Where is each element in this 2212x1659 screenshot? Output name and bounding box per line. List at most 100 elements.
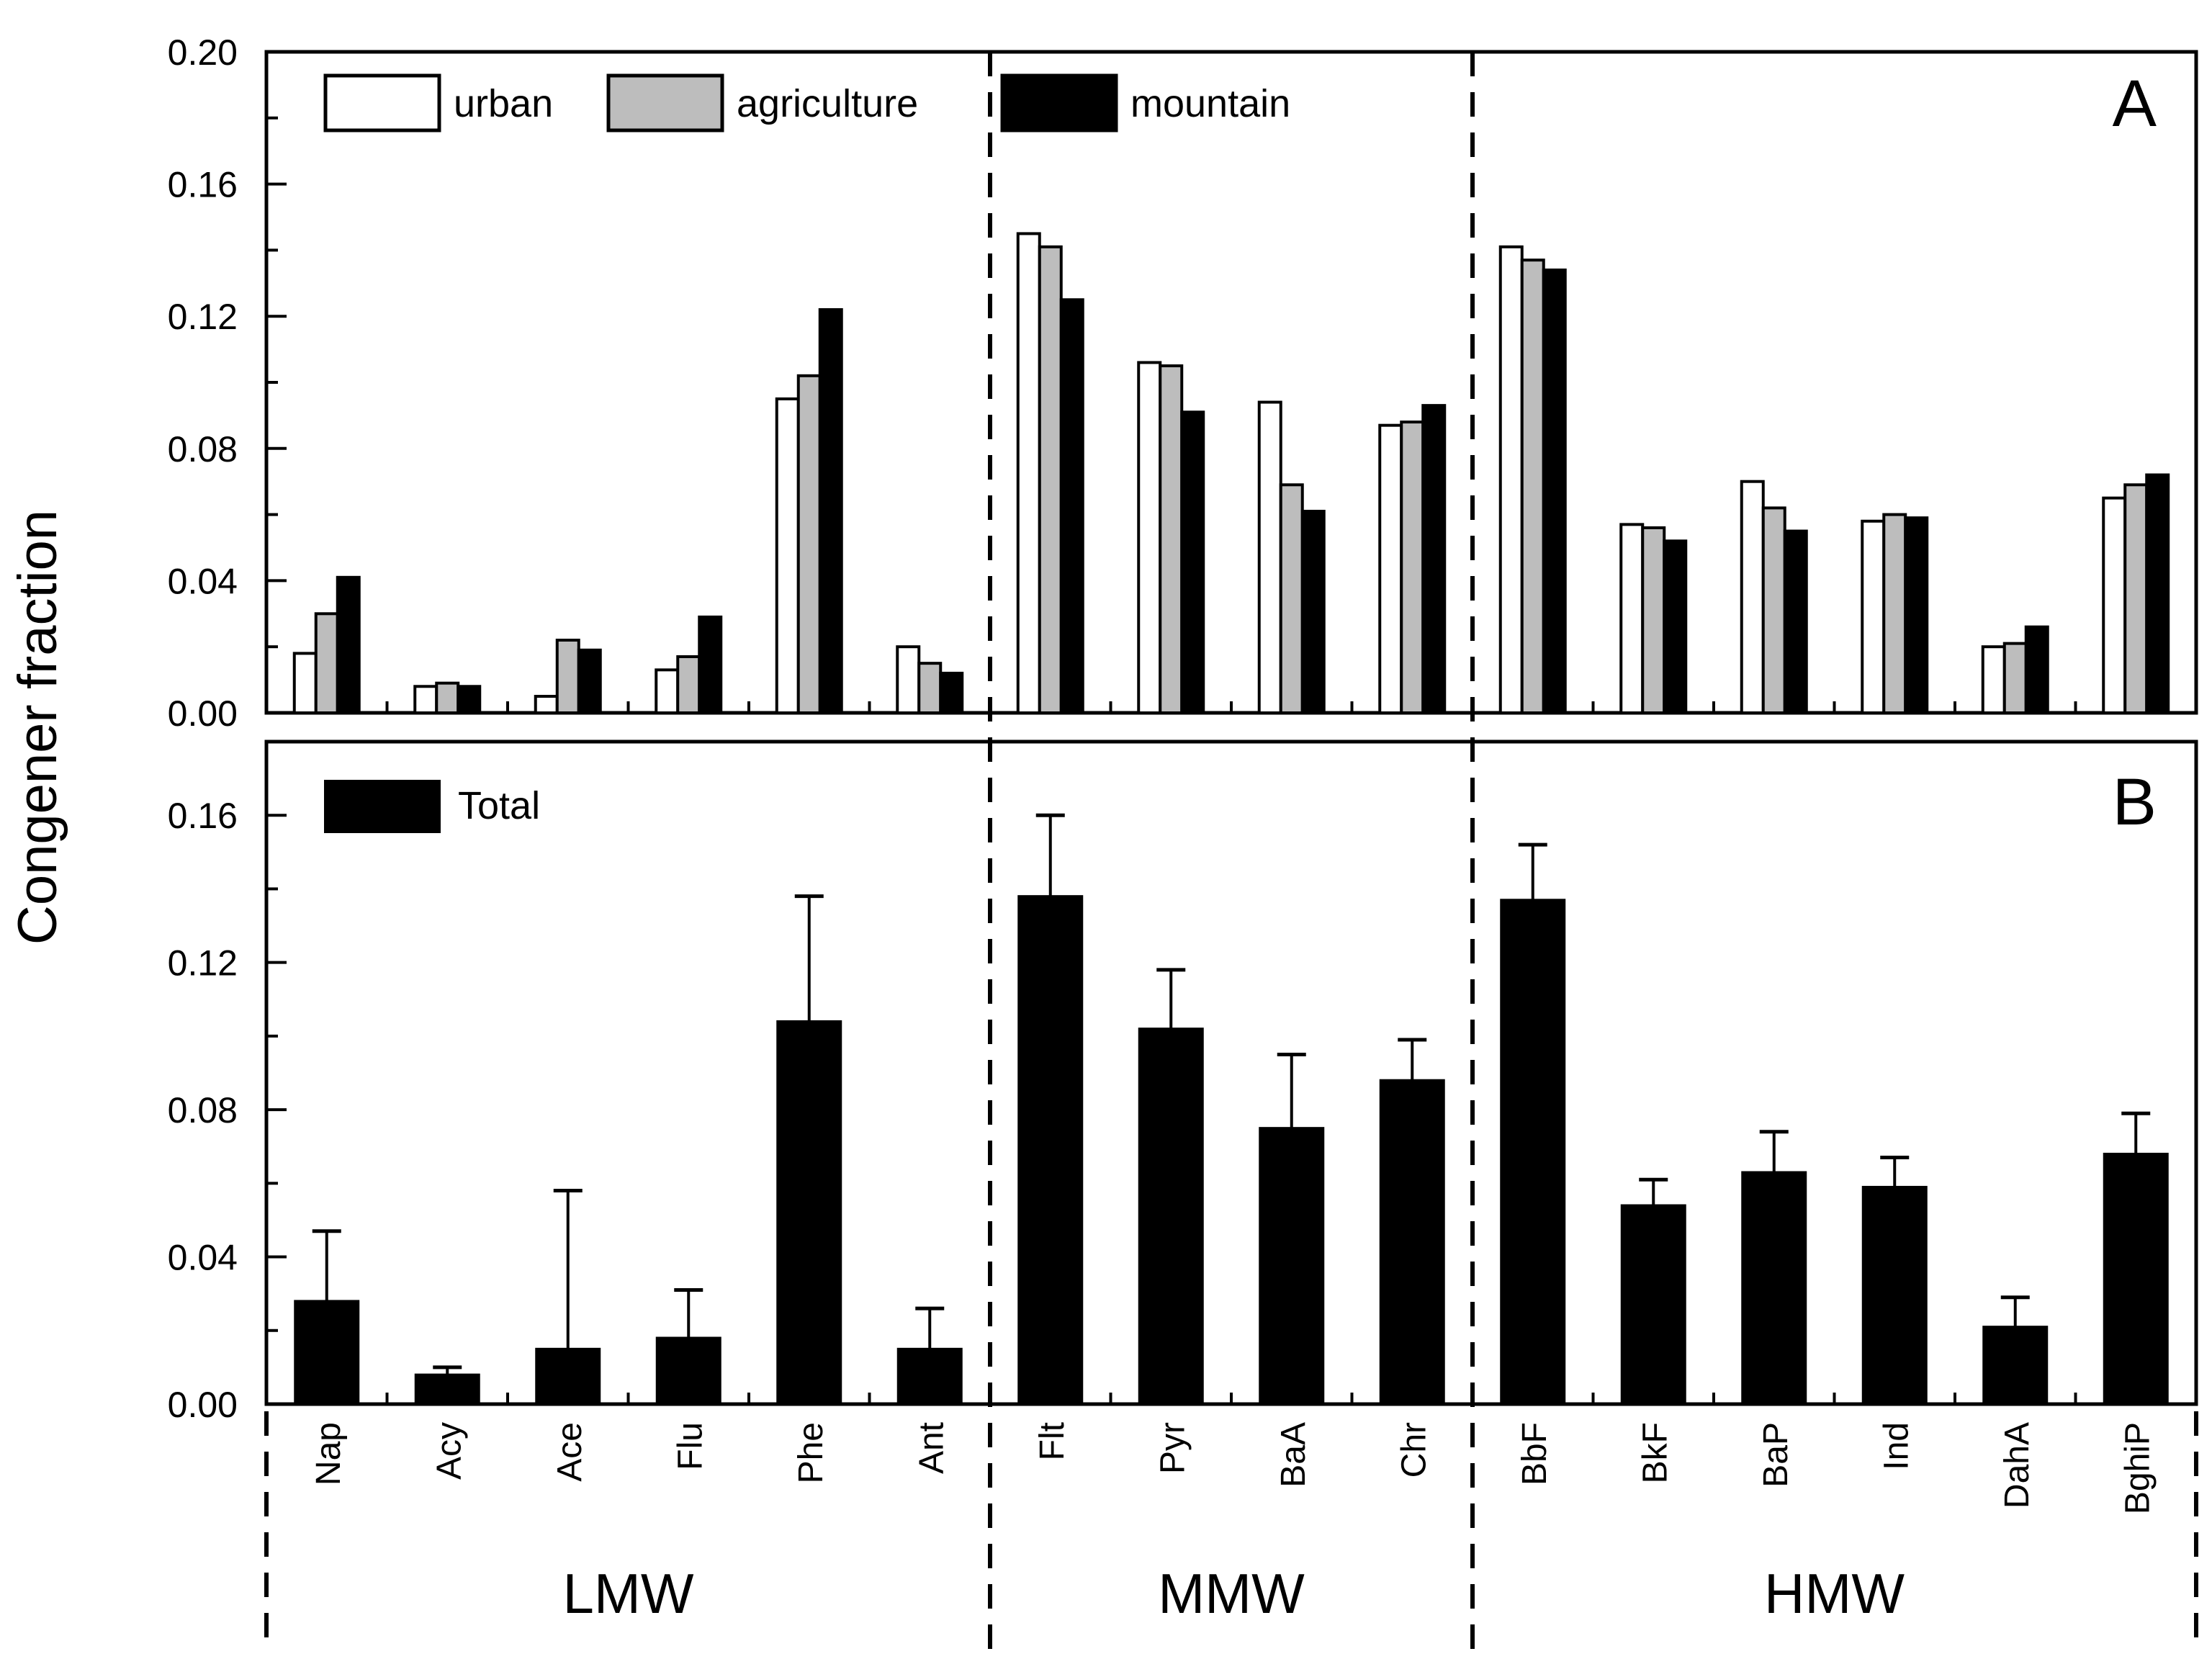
bar-total-Ant (896, 1347, 963, 1406)
category-label-BaA: BaA (1274, 1422, 1313, 1488)
bar-agriculture-Ace (555, 639, 580, 715)
bar-total-Flt (1017, 895, 1084, 1406)
bar-agriculture-Flu (676, 655, 701, 714)
legend-label-total: Total (458, 784, 540, 827)
bar-urban-Flu (655, 668, 680, 715)
panel-b-ytick-label: 0.08 (168, 1090, 238, 1130)
bar-mountain-Acy (457, 685, 482, 715)
bar-urban-BaP (1740, 480, 1765, 714)
legend-label-agriculture: agriculture (737, 82, 918, 125)
bar-total-Ind (1861, 1185, 1928, 1406)
legend-label-urban: urban (454, 82, 553, 125)
panel-b-label: B (2113, 765, 2157, 839)
bar-mountain-BkF (1663, 539, 1688, 714)
panel-b-ytick-label: 0.00 (168, 1385, 238, 1425)
bar-urban-Pyr (1137, 361, 1162, 714)
x-axis: Nap Acy Ace Flu Phe Ant Flt Pyr BaA Chr BbF BkF BaP I… (310, 1422, 2157, 1625)
bar-mountain-Chr (1421, 404, 1447, 714)
bar-mountain-BbF (1542, 268, 1567, 714)
category-label-Acy: Acy (430, 1422, 468, 1480)
bar-urban-BghiP (2102, 496, 2127, 715)
y-axis-label: Congener fraction (7, 510, 68, 945)
bar-mountain-BaA (1300, 510, 1326, 714)
bar-agriculture-Chr (1400, 421, 1425, 715)
legend-swatch-urban (323, 73, 441, 132)
legend-label-mountain: mountain (1130, 82, 1290, 125)
bar-urban-Ace (534, 695, 559, 714)
group-label-LMW: LMW (563, 1562, 694, 1625)
category-label-Flu: Flu (671, 1422, 709, 1470)
category-label-Phe: Phe (792, 1422, 830, 1483)
bar-agriculture-BaA (1279, 483, 1304, 714)
category-label-Chr: Chr (1395, 1422, 1433, 1478)
bar-urban-Ant (896, 645, 921, 715)
bar-total-DahA (1982, 1326, 2049, 1406)
group-label-HMW: HMW (1764, 1562, 1905, 1625)
bar-agriculture-BbF (1520, 258, 1545, 715)
bar-mountain-BaP (1783, 529, 1808, 714)
category-label-Nap: Nap (310, 1422, 348, 1485)
panel-a-ytick-label: 0.08 (168, 429, 238, 469)
panel-a-ytick-label: 0.20 (168, 32, 238, 73)
panel-a-ytick-label: 0.04 (168, 561, 238, 601)
bar-total-Ace (535, 1347, 601, 1406)
bar-mountain-DahA (2024, 625, 2049, 714)
bar-urban-Ind (1861, 519, 1886, 715)
legend-swatch-agriculture (606, 73, 724, 132)
bar-mountain-Pyr (1180, 410, 1205, 714)
bar-total-Acy (414, 1373, 480, 1406)
bar-total-Phe (776, 1020, 842, 1406)
bar-urban-Acy (413, 685, 439, 715)
panel-a-ytick-label: 0.12 (168, 297, 238, 337)
bar-mountain-Nap (336, 575, 361, 714)
bar-agriculture-DahA (2002, 642, 2028, 714)
legend-swatch-mountain (1000, 73, 1118, 132)
bar-agriculture-Ind (1882, 513, 1907, 714)
bar-total-BaA (1259, 1127, 1325, 1406)
group-dividers (264, 52, 2198, 1653)
bar-total-BghiP (2103, 1152, 2169, 1406)
category-label-BbF: BbF (1516, 1422, 1554, 1485)
category-label-Ant: Ant (912, 1422, 950, 1474)
panel-a-ytick-label: 0.16 (168, 165, 238, 205)
panel-b-ytick-label: 0.12 (168, 943, 238, 984)
bar-agriculture-Phe (796, 374, 822, 714)
panel-b-legend: Total (324, 780, 540, 833)
bar-total-Flu (655, 1336, 721, 1406)
bar-total-Pyr (1138, 1028, 1204, 1406)
bar-urban-DahA (1981, 645, 2006, 715)
panel-a-ytick-label: 0.00 (168, 693, 238, 734)
bar-urban-Flt (1016, 232, 1041, 714)
category-label-BaP: BaP (1757, 1422, 1795, 1488)
panel-a: 0.00 0.04 0.08 0.12 0.16 0.20 urban agriculture… (168, 32, 2198, 734)
panel-b-ytick-label: 0.16 (168, 796, 238, 836)
panel-a-label: A (2113, 67, 2157, 140)
category-label-Flt: Flt (1033, 1422, 1071, 1460)
bar-urban-Nap (292, 652, 318, 715)
bar-mountain-Flu (698, 615, 723, 715)
bar-mountain-Ace (577, 648, 602, 714)
bar-total-BaP (1741, 1171, 1807, 1406)
bar-agriculture-BaP (1761, 506, 1786, 714)
category-label-Ind: Ind (1877, 1422, 1915, 1470)
panel-b: 0.00 0.04 0.08 0.12 0.16 Total B (168, 739, 2198, 1425)
category-label-DahA: DahA (1998, 1422, 2036, 1509)
legend-swatch-total (324, 780, 441, 833)
bar-agriculture-Acy (435, 681, 460, 715)
bar-mountain-Phe (818, 308, 843, 714)
panel-b-ytick-label: 0.04 (168, 1238, 238, 1278)
bar-agriculture-Ant (917, 662, 943, 715)
bar-urban-Phe (775, 397, 800, 714)
bar-mountain-Ind (1904, 516, 1929, 714)
group-label-MMW: MMW (1158, 1562, 1305, 1625)
bar-total-Chr (1379, 1079, 1445, 1406)
bar-mountain-BghiP (2145, 473, 2170, 715)
bar-urban-Chr (1378, 423, 1403, 714)
category-label-BkF: BkF (1636, 1422, 1674, 1483)
category-label-BghiP: BghiP (2118, 1422, 2157, 1514)
bar-mountain-Flt (1059, 298, 1084, 714)
category-label-Ace: Ace (551, 1422, 589, 1482)
bar-urban-BaA (1257, 400, 1282, 714)
bar-total-BkF (1620, 1204, 1686, 1406)
